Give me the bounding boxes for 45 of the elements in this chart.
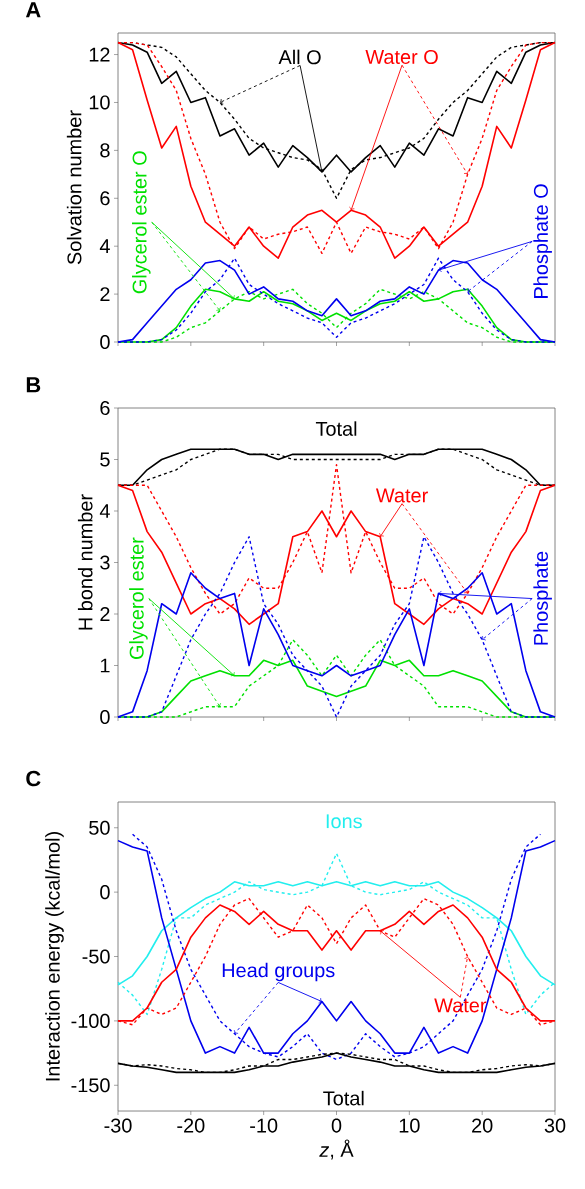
y-tick-label: 0 [100, 709, 110, 725]
y-tick-label: 0 [100, 885, 110, 900]
y-tick-label: 6 [100, 191, 110, 206]
text: Ions [326, 814, 362, 829]
x-axis-title: z, Å [319, 1139, 354, 1160]
text: Glycerol ester O [132, 151, 151, 294]
x-tick-label: 20 [472, 1118, 493, 1133]
x-tick-label: -10 [250, 1118, 278, 1133]
y-tick-label: 5 [100, 452, 110, 467]
chart-title: A [25, 2, 41, 18]
x-tick-label: 0 [331, 1118, 342, 1133]
y-tick-label: 1 [100, 658, 110, 673]
series-label: Head groups [222, 962, 335, 982]
y-tick-label: 4 [99, 239, 110, 254]
series-label: Total [315, 421, 357, 436]
x-tick-label: -20 [177, 1118, 205, 1133]
y-tick-label: -50 [82, 949, 110, 964]
y-tick-label: 2 [100, 287, 110, 302]
chart-title: C [26, 770, 41, 787]
legend-label: Phosphate [533, 551, 552, 645]
y-tick-label: 2 [100, 607, 110, 621]
legend-label: Water [434, 998, 487, 1013]
y-tick-label: 8 [100, 143, 110, 158]
text: Glycerol ester [129, 537, 148, 660]
y-tick-label: -100 [71, 1013, 110, 1028]
text: Water O [365, 49, 438, 64]
series-label: Total [323, 1090, 364, 1106]
y-tick-label: 3 [100, 555, 110, 570]
y-axis-title: Interaction energy (kcal/mol) [45, 832, 64, 1081]
series-label: Water [375, 488, 428, 503]
y-tick-label: 50 [89, 820, 110, 835]
text: Phosphate O [533, 184, 552, 298]
y-axis-title: H bond number [77, 494, 93, 630]
text: All O [278, 49, 321, 65]
y-axis-title: Solvation number [66, 110, 82, 265]
y-tick-label: 4 [99, 504, 110, 518]
x-tick-label: 30 [544, 1118, 566, 1133]
x-tick-label: 10 [399, 1118, 420, 1133]
y-tick-label: 10 [89, 95, 110, 110]
y-tick-label: -150 [71, 1078, 110, 1093]
y-tick-label: 12 [89, 47, 110, 62]
y-tick-label: 0 [100, 334, 110, 350]
x-tick-label: -30 [104, 1118, 132, 1133]
y-tick-label: 6 [100, 400, 110, 416]
chart-title: B [26, 377, 41, 393]
